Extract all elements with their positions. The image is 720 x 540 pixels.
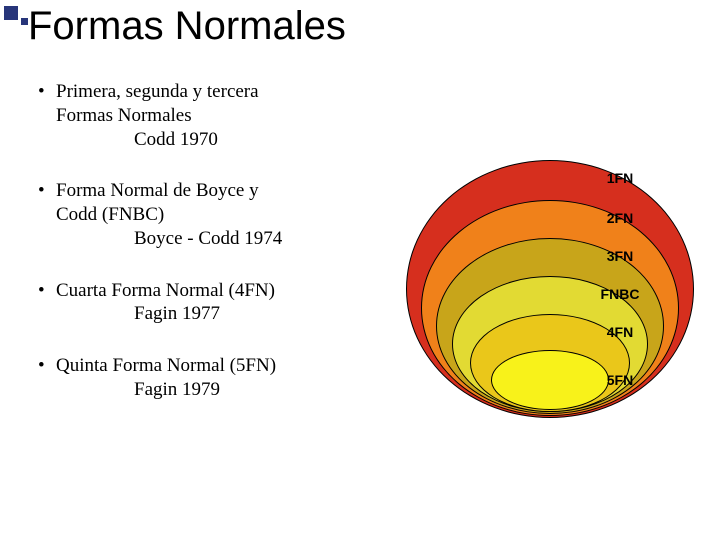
bullet-line3: Boyce - Codd 1974 (56, 227, 368, 251)
ellipse-label-3fn: 3FN (607, 248, 633, 264)
bullet-line2: Codd (FNBC) (56, 203, 368, 227)
decor-square-small (21, 18, 28, 25)
bullet-line1: Cuarta Forma Normal (4FN) (56, 280, 275, 301)
page-title: Formas Normales (28, 4, 346, 49)
bullet-line3: Codd 1970 (56, 128, 368, 152)
ellipse-label-2fn: 2FN (607, 210, 633, 226)
bullet-line1: Forma Normal de Boyce y (56, 180, 259, 201)
nested-ellipse-diagram: 1FN 2FN 3FN FNBC 4FN 5FN (400, 160, 700, 460)
ellipse-label-fnbc: FNBC (601, 286, 640, 302)
bullet-line3: Fagin 1977 (56, 302, 368, 326)
bullet-item: Quinta Forma Normal (5FN) Fagin 1979 (38, 354, 368, 402)
decor-square-large (4, 6, 18, 20)
bullet-line1: Primera, segunda y tercera (56, 81, 259, 102)
bullet-item: Forma Normal de Boyce y Codd (FNBC) Boyc… (38, 179, 368, 250)
bullet-item: Primera, segunda y tercera Formas Normal… (38, 80, 368, 151)
bullet-line3: Fagin 1979 (56, 378, 368, 402)
ellipse-label-1fn: 1FN (607, 170, 633, 186)
bullet-line2: Formas Normales (56, 104, 368, 128)
bullet-list: Primera, segunda y tercera Formas Normal… (38, 80, 368, 430)
bullet-line1: Quinta Forma Normal (5FN) (56, 355, 276, 376)
ellipse-5fn (491, 350, 609, 410)
ellipse-label-5fn: 5FN (607, 372, 633, 388)
ellipse-label-4fn: 4FN (607, 324, 633, 340)
bullet-item: Cuarta Forma Normal (4FN) Fagin 1977 (38, 279, 368, 327)
